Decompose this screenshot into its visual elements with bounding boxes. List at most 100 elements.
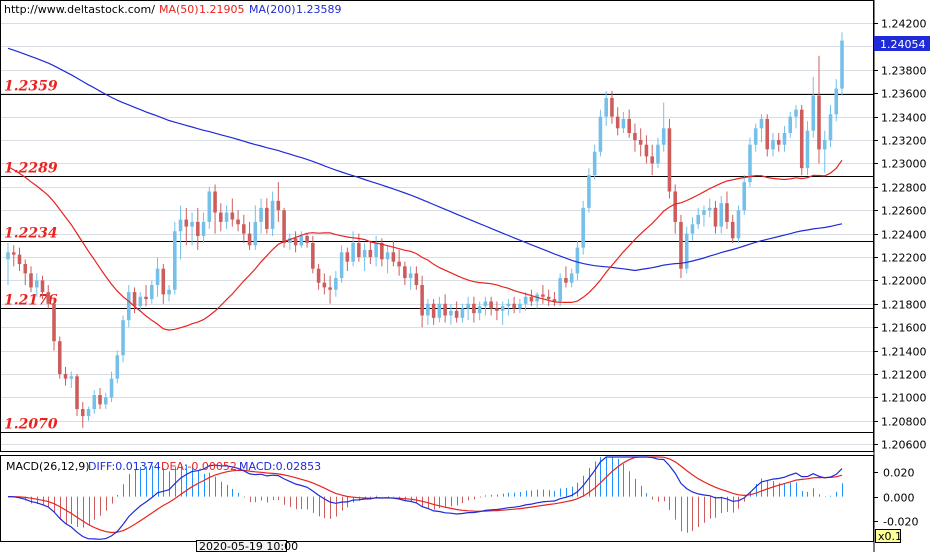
price-tick-label: 1.20800 — [881, 416, 927, 429]
candle-body — [184, 219, 189, 227]
bull-candle — [69, 371, 74, 389]
bull-candle — [115, 350, 120, 384]
candle-body — [604, 97, 608, 117]
bull-candle — [207, 186, 212, 229]
bear-candle — [610, 90, 614, 124]
price-panel — [0, 0, 874, 452]
bull-candle — [604, 90, 608, 126]
bull-candle — [759, 114, 764, 143]
bull-candle — [828, 104, 833, 148]
candle-body — [771, 140, 775, 150]
bull-candle — [684, 226, 689, 274]
candle-body — [242, 224, 246, 234]
candle-body — [765, 118, 770, 150]
bear-candle — [679, 214, 683, 279]
candle-body — [569, 273, 574, 283]
bull-candle — [719, 196, 723, 234]
candle-body — [86, 409, 91, 417]
bear-candle — [57, 336, 62, 379]
bull-candle — [782, 125, 787, 152]
bear-candle — [29, 266, 33, 293]
site-url[interactable]: http://www.deltastock.com/ — [4, 3, 155, 16]
candle-body — [650, 156, 654, 164]
bear-candle — [512, 296, 516, 314]
zoom-box[interactable] — [875, 529, 901, 543]
bear-candle — [236, 210, 240, 232]
candle-body — [633, 133, 637, 141]
candle-body — [207, 191, 212, 222]
price-tick-label: 1.21000 — [881, 392, 927, 405]
bear-candle — [11, 245, 16, 267]
candle-body — [224, 212, 229, 222]
candle-body — [69, 376, 74, 379]
bull-candle — [299, 231, 304, 248]
bear-candle — [311, 235, 315, 274]
level-label: 1.2070 — [4, 417, 58, 433]
bear-candle — [322, 273, 327, 295]
candle-body — [437, 303, 442, 318]
bear-candle — [230, 198, 235, 227]
bull-candle — [656, 137, 660, 169]
bull-candle — [707, 198, 712, 218]
candle-body — [449, 310, 453, 316]
bear-candle — [219, 203, 223, 232]
candle-body — [541, 294, 545, 297]
bull-candle — [506, 299, 511, 316]
bear-candle — [431, 299, 436, 325]
bear-candle — [380, 238, 384, 267]
candle-body — [483, 301, 488, 307]
bull-candle — [840, 32, 844, 96]
price-tick-label: 1.21800 — [881, 299, 927, 312]
bear-candle — [40, 275, 45, 300]
bear-candle — [293, 231, 298, 253]
price-tick-label: 1.23800 — [881, 65, 927, 78]
bear-candle — [564, 266, 568, 288]
bull-candle — [109, 371, 114, 403]
macd-layer — [7, 456, 843, 540]
candle-body — [322, 282, 327, 288]
candle-body — [817, 95, 821, 150]
macd-dea-label: DEA:-0.00052 — [161, 460, 237, 473]
price-tick-label: 1.23600 — [881, 88, 927, 101]
candle-body — [17, 254, 22, 265]
candle-body — [167, 289, 171, 295]
price-tick-label: 1.24200 — [881, 18, 927, 31]
bear-candle — [443, 294, 447, 323]
bear-candle — [161, 264, 166, 304]
candle-body — [109, 378, 114, 398]
candle-body — [127, 292, 131, 321]
candle-body — [799, 109, 804, 169]
bear-candle — [63, 366, 68, 386]
candle-body — [834, 88, 839, 115]
bull-candle — [742, 175, 747, 215]
bear-candle — [345, 247, 350, 272]
bull-candle — [794, 104, 798, 129]
candle-body — [414, 273, 419, 286]
bear-candle — [713, 200, 718, 234]
bear-candle — [529, 289, 534, 307]
bull-candle — [362, 242, 367, 272]
candle-body — [385, 252, 390, 260]
candle-body — [776, 140, 781, 145]
bear-candle — [765, 114, 770, 157]
candle-body — [115, 355, 120, 379]
candle-body — [80, 409, 85, 417]
macd-title: MACD(26,12,9) — [6, 460, 90, 473]
bull-candle — [173, 221, 177, 295]
bull-candle — [408, 266, 413, 290]
candle-body — [29, 273, 33, 288]
candle-body — [299, 235, 304, 246]
candles-layer[interactable] — [6, 32, 844, 428]
candle-body — [443, 303, 447, 316]
candle-body — [380, 242, 384, 260]
bull-candle — [753, 123, 758, 152]
bear-candle — [546, 289, 551, 307]
candle-body — [144, 296, 148, 300]
bear-candle — [305, 233, 309, 248]
candle-body — [667, 128, 672, 192]
macd-dea-line — [7, 456, 843, 534]
bear-candle — [276, 182, 281, 222]
candle-body — [247, 233, 252, 246]
zoom-label: x0.1 — [878, 530, 902, 543]
